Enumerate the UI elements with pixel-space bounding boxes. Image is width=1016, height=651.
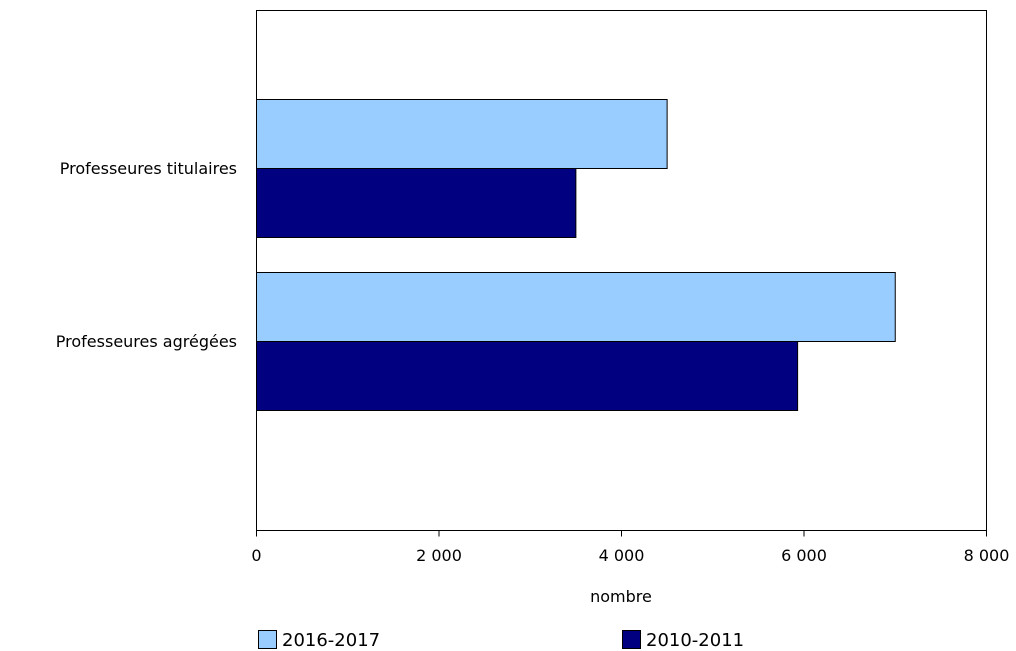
bar	[256, 168, 577, 238]
legend-label: 2010-2011	[646, 630, 744, 651]
legend-label: 2016-2017	[282, 630, 380, 651]
category-label: Professeures titulaires	[60, 159, 237, 178]
x-tick-label: 6 000	[781, 546, 827, 565]
category-labels: Professeures titulaires Professeures agré…	[56, 159, 237, 351]
x-axis: 0 2 000 4 000 6 000 8 000	[251, 530, 1010, 565]
legend-swatch	[622, 630, 641, 649]
bars-group	[256, 99, 896, 411]
x-axis-label: nombre	[590, 587, 652, 606]
legend-swatch	[258, 630, 277, 649]
x-tick-label: 8 000	[964, 546, 1010, 565]
x-tick-label: 4 000	[599, 546, 645, 565]
bar	[256, 341, 799, 411]
category-label: Professeures agrégées	[56, 332, 237, 351]
x-tick-label: 2 000	[416, 546, 462, 565]
bar	[256, 99, 668, 169]
bar	[256, 272, 896, 342]
legend: 2016-2017 2010-2011	[258, 630, 744, 651]
x-tick-label: 0	[251, 546, 261, 565]
plot-area	[256, 10, 987, 531]
